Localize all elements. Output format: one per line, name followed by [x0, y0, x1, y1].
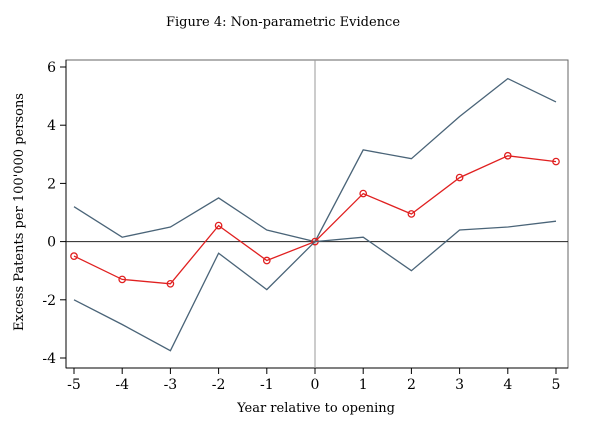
- plot-frame: [65, 59, 569, 369]
- x-tick-label: 5: [552, 377, 561, 393]
- y-axis-label: Excess Patents per 100'000 persons: [12, 93, 27, 331]
- estimate-point: [214, 221, 223, 230]
- x-tick-label: -5: [67, 377, 81, 393]
- estimate-point: [552, 157, 560, 166]
- estimate-point: [118, 275, 127, 284]
- estimate-point: [262, 256, 271, 265]
- y-tick-label: 4: [47, 118, 56, 134]
- estimate-point: [407, 210, 416, 218]
- y-tick-label: 2: [47, 176, 56, 192]
- x-tick-label: 2: [407, 377, 416, 393]
- x-tick-label: 4: [503, 377, 512, 393]
- estimate-point: [503, 151, 512, 160]
- series-group: [70, 77, 560, 352]
- x-tick-label: 3: [455, 377, 464, 393]
- y-tick-label: -4: [42, 351, 56, 367]
- x-tick-label: 1: [359, 377, 368, 393]
- y-tick-label: 6: [47, 60, 56, 76]
- estimate-point: [166, 279, 175, 288]
- chart-title: Figure 4: Non-parametric Evidence: [166, 15, 400, 30]
- y-ticks: -4 -2 0 2 4 6: [42, 60, 66, 367]
- x-tick-label: -4: [115, 377, 129, 393]
- x-tick-label: -2: [212, 377, 226, 393]
- reference-lines: [66, 60, 568, 368]
- x-tick-label: -3: [164, 377, 178, 393]
- x-axis-label: Year relative to opening: [236, 401, 395, 416]
- x-tick-label: 0: [311, 377, 320, 393]
- lower-bound-line: [73, 220, 557, 352]
- estimate-point: [359, 189, 368, 198]
- x-tick-label: -1: [260, 377, 274, 393]
- y-tick-label: 0: [47, 235, 56, 251]
- x-ticks: -5 -4 -3 -2 -1 0 1 2 3 4 5: [67, 368, 560, 393]
- y-tick-label: -2: [42, 293, 56, 309]
- estimate-point: [70, 252, 78, 260]
- estimate-point: [455, 173, 464, 182]
